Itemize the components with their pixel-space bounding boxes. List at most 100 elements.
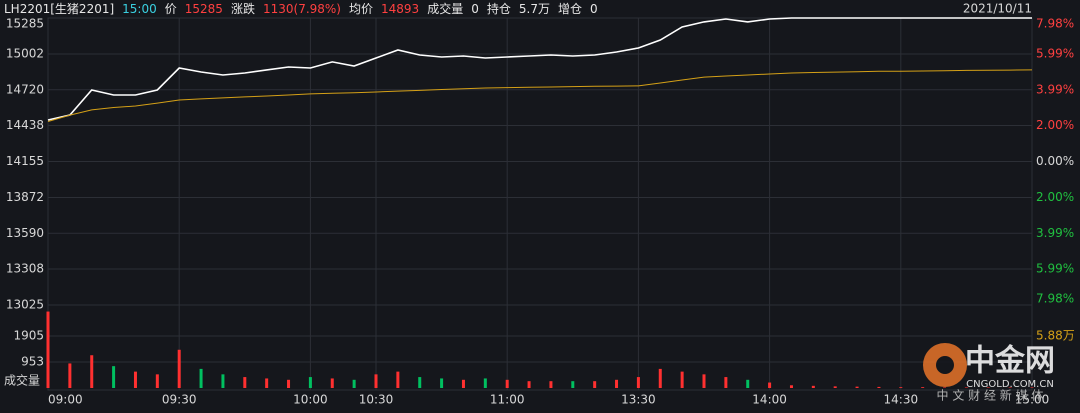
header-item: 14893 bbox=[381, 2, 419, 16]
header-item: 涨跌 bbox=[231, 1, 255, 16]
header-item: 成交量 bbox=[427, 1, 463, 16]
y2-tick-label: 3.99% bbox=[1036, 226, 1074, 240]
volume-bar bbox=[308, 377, 312, 388]
y2-tick-label: 2.00% bbox=[1036, 118, 1074, 132]
volume-bar bbox=[593, 381, 597, 388]
volume-bar bbox=[90, 355, 94, 388]
header: LH2201[生猪2201] 15:00 价 15285 涨跌 1130(7.98%) 均价… bbox=[4, 1, 598, 16]
volume-bar bbox=[964, 387, 968, 388]
volume-bar bbox=[702, 374, 706, 388]
x-tick-label: 15:00 bbox=[1015, 393, 1050, 407]
volume-bar bbox=[680, 371, 684, 388]
volume-bar bbox=[833, 386, 837, 388]
volume-bar bbox=[461, 379, 465, 388]
y-tick-label: 14720 bbox=[6, 82, 44, 96]
header-item: 15:00 bbox=[122, 2, 157, 16]
y-tick-label: 13308 bbox=[6, 262, 44, 276]
volume-bar bbox=[265, 378, 269, 388]
y2-tick-label: 3.99% bbox=[1036, 82, 1074, 96]
volume-bar bbox=[155, 374, 159, 388]
volume-bar bbox=[943, 387, 947, 388]
volume-bar bbox=[855, 386, 859, 388]
volume-bar bbox=[921, 387, 925, 388]
y-tick-label: 13872 bbox=[6, 190, 44, 204]
watermark-logo: 中金网 bbox=[965, 344, 1055, 379]
header-item: LH2201[生猪2201] bbox=[4, 2, 114, 16]
volume-bar bbox=[46, 311, 50, 388]
volume-bar bbox=[330, 378, 334, 388]
header-item: 5.7万 bbox=[519, 2, 550, 16]
volume-bar bbox=[811, 385, 815, 388]
volume-bar bbox=[374, 374, 378, 388]
header-item: 0 bbox=[471, 2, 479, 16]
y-tick-label: 14155 bbox=[6, 154, 44, 168]
volume-bar bbox=[724, 377, 728, 388]
y-tick-label: 953 bbox=[21, 354, 44, 368]
volume-bar bbox=[483, 378, 487, 388]
y-axis-label: 成交量 bbox=[4, 373, 40, 388]
watermark-url: CNGOLD.COM.CN bbox=[966, 379, 1054, 390]
volume-bar bbox=[658, 368, 662, 388]
right-label: 5.88万 bbox=[1036, 329, 1075, 343]
volume-bar bbox=[527, 381, 531, 388]
price-line bbox=[47, 17, 1032, 121]
volume-bar bbox=[746, 379, 750, 388]
volume-bar bbox=[1008, 387, 1012, 388]
volume-bar bbox=[986, 387, 990, 388]
header-item: 增仓 bbox=[558, 2, 582, 16]
x-tick-label: 13:30 bbox=[621, 393, 656, 407]
x-tick-label: 14:00 bbox=[752, 393, 787, 407]
y2-tick-label: 5.99% bbox=[1036, 46, 1074, 60]
y2-tick-label: 0.00% bbox=[1036, 154, 1074, 168]
x-tick-label: 10:30 bbox=[359, 393, 394, 407]
header-item: 1130(7.98%) bbox=[263, 2, 341, 16]
logo-icon-inner bbox=[936, 356, 954, 374]
y-tick-label: 15002 bbox=[6, 46, 44, 60]
volume-bar bbox=[899, 387, 903, 388]
volume-bar bbox=[287, 379, 291, 388]
header-item: 持仓 bbox=[487, 1, 511, 16]
volume-bar bbox=[112, 366, 116, 388]
date: 2021/10/11 bbox=[963, 2, 1032, 16]
volume-bar bbox=[768, 382, 772, 388]
y-tick-label: 13025 bbox=[6, 298, 44, 312]
volume-bar bbox=[615, 379, 619, 388]
volume-bar bbox=[505, 379, 509, 388]
x-tick-label: 14:30 bbox=[884, 393, 919, 407]
volume-bar bbox=[352, 379, 356, 388]
price-line bbox=[47, 69, 1033, 122]
y-tick-label: 13590 bbox=[6, 226, 44, 240]
x-tick-label: 09:00 bbox=[48, 393, 83, 407]
volume-bar bbox=[199, 368, 203, 388]
volume-bar bbox=[789, 385, 793, 388]
x-tick-label: 11:00 bbox=[490, 393, 525, 407]
header-item: 均价 bbox=[349, 2, 373, 16]
watermark-tagline: 中 文 财 经 新 媒 体 bbox=[937, 388, 1044, 403]
volume-bar bbox=[68, 363, 72, 388]
header-item: 0 bbox=[590, 2, 598, 16]
volume-bar bbox=[636, 377, 640, 388]
x-tick-label: 10:00 bbox=[293, 393, 328, 407]
volume-bar bbox=[440, 378, 444, 388]
y-tick-label: 1905 bbox=[13, 328, 44, 342]
y-tick-label: 14438 bbox=[6, 118, 44, 132]
y2-tick-label: 5.99% bbox=[1036, 262, 1074, 276]
watermark: 中金网 CNGOLD.COM.CN 中 文 财 经 新 媒 体 bbox=[923, 343, 1055, 403]
y-tick-label: 15285 bbox=[6, 17, 44, 31]
x-tick-label: 09:30 bbox=[162, 393, 197, 407]
volume-bar bbox=[243, 377, 247, 388]
y2-tick-label: 2.00% bbox=[1036, 190, 1074, 204]
y2-tick-label: 7.98% bbox=[1036, 17, 1074, 31]
volume-bar bbox=[133, 371, 137, 388]
volume-bar bbox=[177, 349, 181, 388]
volume-bar bbox=[571, 381, 575, 388]
volume-bar bbox=[549, 381, 553, 388]
volume-bar bbox=[418, 377, 422, 388]
y2-tick-label: 7.98% bbox=[1036, 292, 1074, 306]
volume-bar bbox=[396, 371, 400, 388]
volume-bar bbox=[221, 374, 225, 388]
volume-bar bbox=[1030, 387, 1034, 388]
header-item: 价 bbox=[165, 2, 177, 16]
